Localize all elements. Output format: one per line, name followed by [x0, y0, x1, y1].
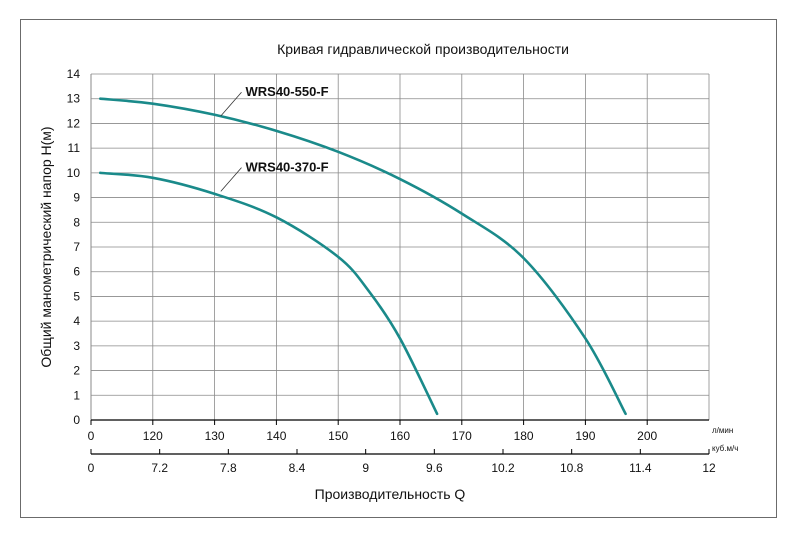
y-tick-label: 0 [73, 413, 80, 427]
y-tick-label: 6 [73, 265, 80, 279]
grid [90, 73, 710, 421]
x2-tick-label: 12 [702, 461, 716, 475]
x-tick-label: 200 [637, 429, 657, 443]
y-tick-label: 10 [67, 166, 81, 180]
x-axis-title: Производительность Q [315, 486, 466, 502]
x-tick-label: 160 [390, 429, 410, 443]
y-tick-label: 14 [67, 67, 81, 81]
x-tick-label: 0 [88, 429, 95, 443]
x-tick-label: 130 [205, 429, 225, 443]
y-tick-label: 11 [68, 141, 81, 155]
x-tick-label: 170 [452, 429, 472, 443]
x2-tick-label: 11.4 [629, 461, 652, 475]
series-leader-line [220, 167, 242, 192]
y-tick-label: 7 [73, 240, 80, 254]
series-label: WRS40-550-F [246, 84, 329, 99]
x-tick-label: 190 [575, 429, 595, 443]
x2-tick-label: 10.2 [491, 461, 515, 475]
y-tick-label: 2 [73, 364, 80, 378]
y-tick-label: 13 [67, 92, 81, 106]
x2-tick-label: 7.8 [220, 461, 237, 475]
series-line [98, 97, 627, 416]
y-axis-title: Общий манометрический напор H(м) [38, 126, 54, 367]
x2-tick-label: 9 [362, 461, 369, 475]
y-tick-label: 9 [73, 191, 80, 205]
x2-tick-label: 8.4 [289, 461, 306, 475]
y-tick-label: 5 [73, 289, 80, 303]
y-tick-label: 8 [73, 215, 80, 229]
series-group: WRS40-550-F WRS40-370-F [98, 84, 627, 416]
series-line [98, 171, 439, 416]
x2-unit-label: куб.м/ч [712, 444, 738, 453]
series-leader-line [220, 91, 242, 117]
x-tick-label: 150 [328, 429, 348, 443]
x2-tick-label: 10.8 [560, 461, 584, 475]
y-tick-label: 4 [73, 314, 80, 328]
x2-tick-label: 9.6 [426, 461, 443, 475]
x-tick-label: 120 [143, 429, 163, 443]
x-tick-label: 140 [266, 429, 286, 443]
x-unit-label: л/мин [712, 426, 733, 435]
x-tick-label: 180 [514, 429, 534, 443]
x2-tick-label: 0 [88, 461, 95, 475]
y-tick-label: 1 [73, 388, 80, 402]
chart-title: Кривая гидравлической производительности [277, 41, 569, 57]
y-tick-label: 12 [67, 116, 81, 130]
y-tick-label: 3 [73, 339, 80, 353]
series-label: WRS40-370-F [246, 160, 329, 175]
x2-tick-label: 7.2 [151, 461, 168, 475]
